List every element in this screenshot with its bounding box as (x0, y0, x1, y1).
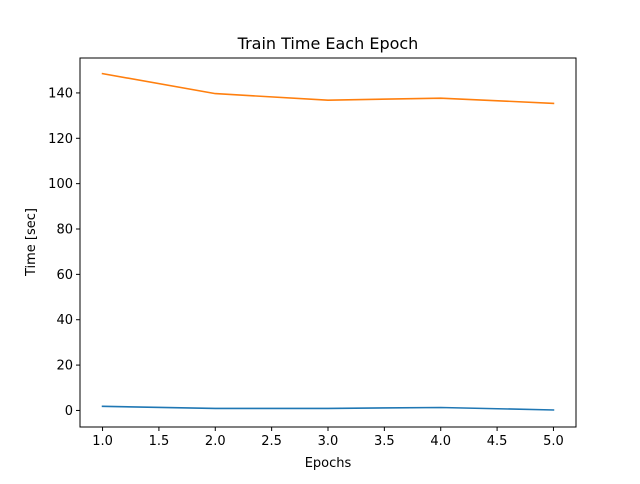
y-tick-label: 100 (48, 177, 73, 192)
x-tick-label: 5.0 (543, 434, 564, 449)
x-tick-label: 3.5 (374, 434, 395, 449)
x-tick-label: 3.0 (318, 434, 339, 449)
y-tick-label: 20 (56, 359, 73, 374)
chart-title: Train Time Each Epoch (237, 34, 419, 53)
x-tick-label: 1.0 (92, 434, 113, 449)
y-axis-label: Time [sec] (24, 208, 39, 277)
series-line-1 (101, 405, 555, 411)
plot-frame (79, 57, 577, 428)
x-axis-label: Epochs (305, 456, 352, 471)
series-layer (101, 72, 555, 411)
x-tick-label: 2.0 (205, 434, 226, 449)
x-tick-label: 4.0 (430, 434, 451, 449)
y-tick-label: 40 (56, 313, 73, 328)
y-tick-label: 0 (65, 404, 73, 419)
y-tick-label: 60 (56, 268, 73, 283)
y-tick-label: 80 (56, 223, 73, 238)
x-tick-label: 1.5 (149, 434, 170, 449)
series-line-2 (101, 72, 555, 105)
y-tick-label: 120 (48, 132, 73, 147)
x-tick-label: 4.5 (487, 434, 508, 449)
y-tick-label: 140 (48, 86, 73, 101)
x-tick-label: 2.5 (261, 434, 282, 449)
ticks-layer: 1.0 1.5 2.0 2.5 3.0 3.5 4.0 4.5 5.0 0 20 40 60 80 100 1… (48, 86, 564, 449)
